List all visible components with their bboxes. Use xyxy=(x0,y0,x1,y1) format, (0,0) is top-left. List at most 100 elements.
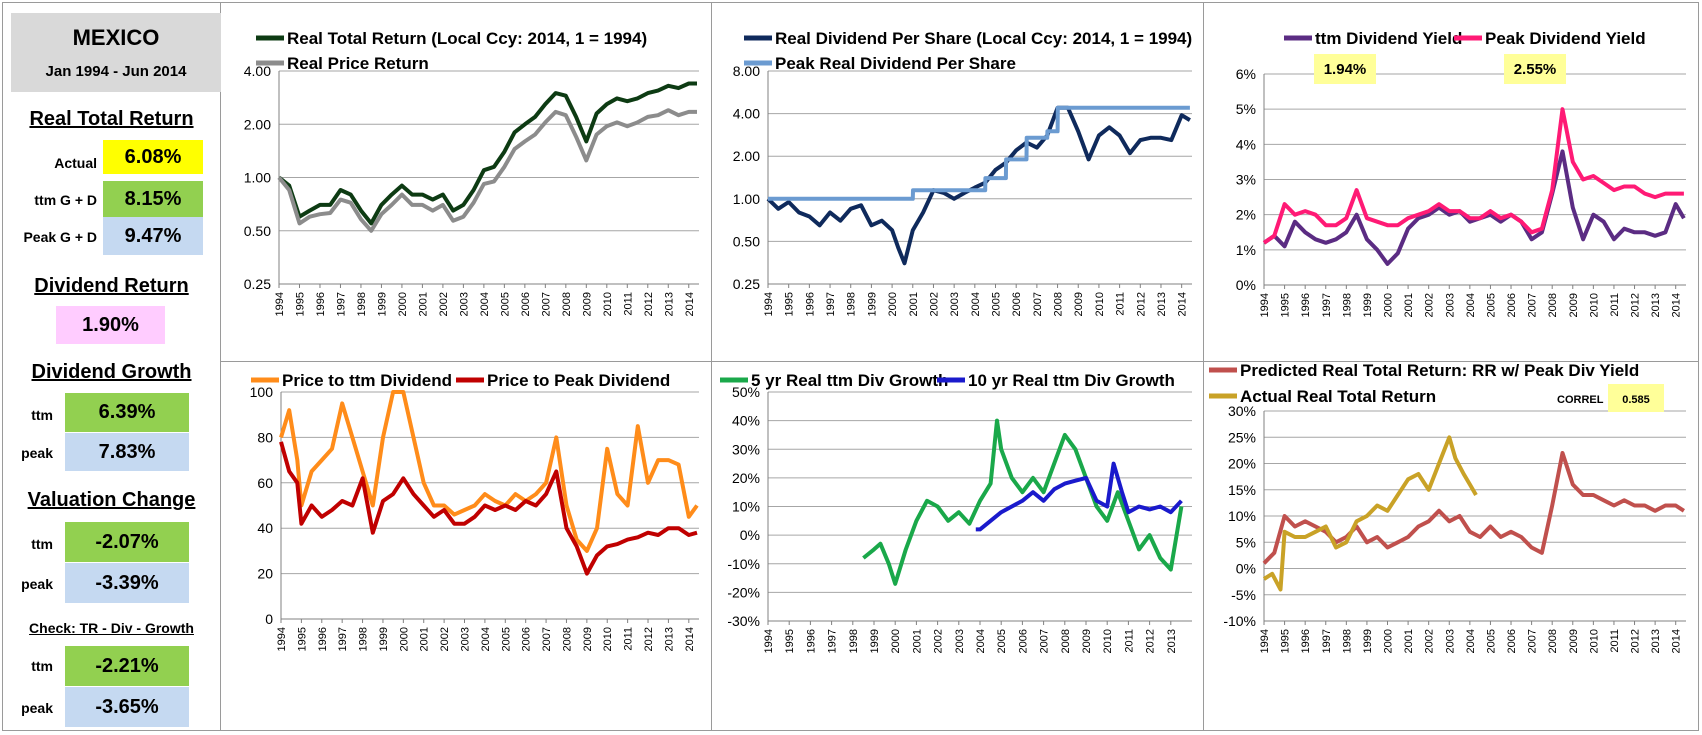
x-tick-label: 2009 xyxy=(1568,293,1580,317)
x-tick-label: 2005 xyxy=(499,292,511,316)
y-tick-label: 4% xyxy=(1236,136,1256,152)
valuation-change-heading: Valuation Change xyxy=(27,489,196,511)
x-tick-label: 1995 xyxy=(1280,293,1292,317)
div-growth-peak-value: 7.83% xyxy=(65,433,189,471)
y-tick-label: -10% xyxy=(727,556,760,572)
x-tick-label: 2005 xyxy=(1485,629,1497,653)
legend-label: ttm Dividend Yield xyxy=(1315,29,1462,48)
x-tick-label: 1996 xyxy=(805,629,817,653)
y-tick-label: -20% xyxy=(727,584,760,600)
real-total-return-chart: 0.25 0.50 1.00 2.00 4.00 1994 1995 1996 1997 1998… xyxy=(244,29,699,316)
x-tick-label: 2000 xyxy=(890,629,902,653)
x-tick-label: 1994 xyxy=(274,292,286,316)
x-tick-label: 2000 xyxy=(398,627,410,651)
dividend-yield-chart: 0% 1% 2% 3% 4% 5% 6% 1994 1995 1996 1997 1998 1999 20… xyxy=(1236,29,1686,317)
x-tick-label: 2005 xyxy=(991,292,1003,316)
actual-value: 6.08% xyxy=(103,140,203,174)
x-tick-label: 2010 xyxy=(602,627,614,651)
x-tick-label: 2006 xyxy=(1506,293,1518,317)
y-tick-label: 6% xyxy=(1236,66,1256,82)
y-tick-label: 1% xyxy=(1236,242,1256,258)
y-tick-label: 8.00 xyxy=(733,63,760,79)
legend-label: Real Dividend Per Share (Local Ccy: 2014… xyxy=(775,29,1192,48)
summary-sidebar: MEXICO Jan 1994 - Jun 2014 Real Total Re… xyxy=(3,3,221,730)
x-tick-label: 1994 xyxy=(276,627,288,651)
x-tick-label: 2011 xyxy=(622,292,634,316)
x-tick-label: 2001 xyxy=(1403,293,1415,317)
y-tick-label: 25% xyxy=(1228,429,1256,445)
x-tick-label: 1996 xyxy=(804,292,816,316)
y-tick-label: -10% xyxy=(1223,613,1256,629)
series-line xyxy=(1262,451,1685,565)
y-tick-label: 40 xyxy=(257,520,273,536)
series-line xyxy=(1262,149,1686,266)
check-ttm-label: ttm xyxy=(31,658,53,674)
x-tick-label: 2010 xyxy=(1588,629,1600,653)
price-to-dividend-chart: 0 20 40 60 80 100 1994 1995 1996 1997 1998 1999 2000… xyxy=(250,371,699,651)
series-line xyxy=(975,461,1183,532)
x-tick-label: 2011 xyxy=(1609,629,1621,653)
x-tick-label: 1998 xyxy=(1341,629,1353,653)
country-title: MEXICO xyxy=(72,25,160,50)
x-tick-label: 2012 xyxy=(643,292,655,316)
x-tick-label: 2005 xyxy=(500,627,512,651)
y-tick-label: 50% xyxy=(732,384,760,400)
x-tick-label: 1998 xyxy=(358,627,370,651)
legend-label: Price to Peak Dividend xyxy=(487,371,670,390)
peak-gd-value: 9.47% xyxy=(103,217,203,255)
peak-gd-label: Peak G + D xyxy=(23,229,97,245)
series-line xyxy=(768,105,1190,201)
x-tick-label: 1998 xyxy=(1341,293,1353,317)
x-tick-label: 2009 xyxy=(581,292,593,316)
series-line xyxy=(279,390,699,553)
y-tick-label: 15% xyxy=(1228,482,1256,498)
x-tick-label: 2002 xyxy=(1424,629,1436,653)
x-tick-label: 2009 xyxy=(582,627,594,651)
y-tick-label: 10% xyxy=(732,499,760,515)
legend-label: Peak Real Dividend Per Share xyxy=(775,54,1016,73)
y-tick-label: 30% xyxy=(732,441,760,457)
x-tick-label: 1996 xyxy=(315,292,327,316)
x-tick-label: 2014 xyxy=(684,627,696,651)
x-tick-label: 1997 xyxy=(335,292,347,316)
y-tick-label: 1.00 xyxy=(244,170,271,186)
legend-label: Real Total Return (Local Ccy: 2014, 1 = … xyxy=(287,29,647,48)
x-tick-label: 2013 xyxy=(1650,629,1662,653)
x-tick-label: 2012 xyxy=(1630,293,1642,317)
x-tick-label: 2013 xyxy=(1650,293,1662,317)
x-tick-label: 2012 xyxy=(1630,629,1642,653)
correl-box xyxy=(1608,384,1664,412)
x-tick-label: 2012 xyxy=(1145,629,1157,653)
x-tick-label: 2008 xyxy=(1547,293,1559,317)
y-tick-label: 5% xyxy=(1236,534,1256,550)
x-tick-label: 2002 xyxy=(438,292,450,316)
check-peak-label: peak xyxy=(21,700,53,716)
y-tick-label: 100 xyxy=(250,384,274,400)
x-tick-label: 2010 xyxy=(602,292,614,316)
y-tick-label: 60 xyxy=(257,475,273,491)
x-tick-label: 2003 xyxy=(1444,629,1456,653)
div-growth-ttm-value: 6.39% xyxy=(65,393,189,432)
x-tick-label: 2001 xyxy=(1403,629,1415,653)
x-tick-label: 2000 xyxy=(1383,629,1395,653)
x-tick-label: 2003 xyxy=(954,629,966,653)
legend-label: Real Price Return xyxy=(287,54,429,73)
legend-label: 5 yr Real ttm Div Growth xyxy=(751,371,948,390)
x-tick-label: 2004 xyxy=(1465,293,1477,317)
y-tick-label: 80 xyxy=(257,429,273,445)
legend-label: Peak Dividend Yield xyxy=(1485,29,1646,48)
x-tick-label: 2004 xyxy=(480,627,492,651)
y-tick-label: 2% xyxy=(1236,207,1256,223)
y-tick-label: 2.00 xyxy=(244,116,271,132)
y-tick-label: 20 xyxy=(257,566,273,582)
x-tick-label: 1999 xyxy=(376,292,388,316)
series-line xyxy=(766,105,1191,266)
series-line xyxy=(279,441,698,576)
x-tick-label: 2011 xyxy=(1609,293,1621,317)
x-tick-label: 1995 xyxy=(784,629,796,653)
x-tick-label: 2000 xyxy=(887,292,899,316)
div-growth-peak-label: peak xyxy=(21,445,53,461)
dividend-growth-heading: Dividend Growth xyxy=(31,361,192,383)
x-tick-label: 1994 xyxy=(763,629,775,653)
y-tick-label: 5% xyxy=(1236,101,1256,117)
